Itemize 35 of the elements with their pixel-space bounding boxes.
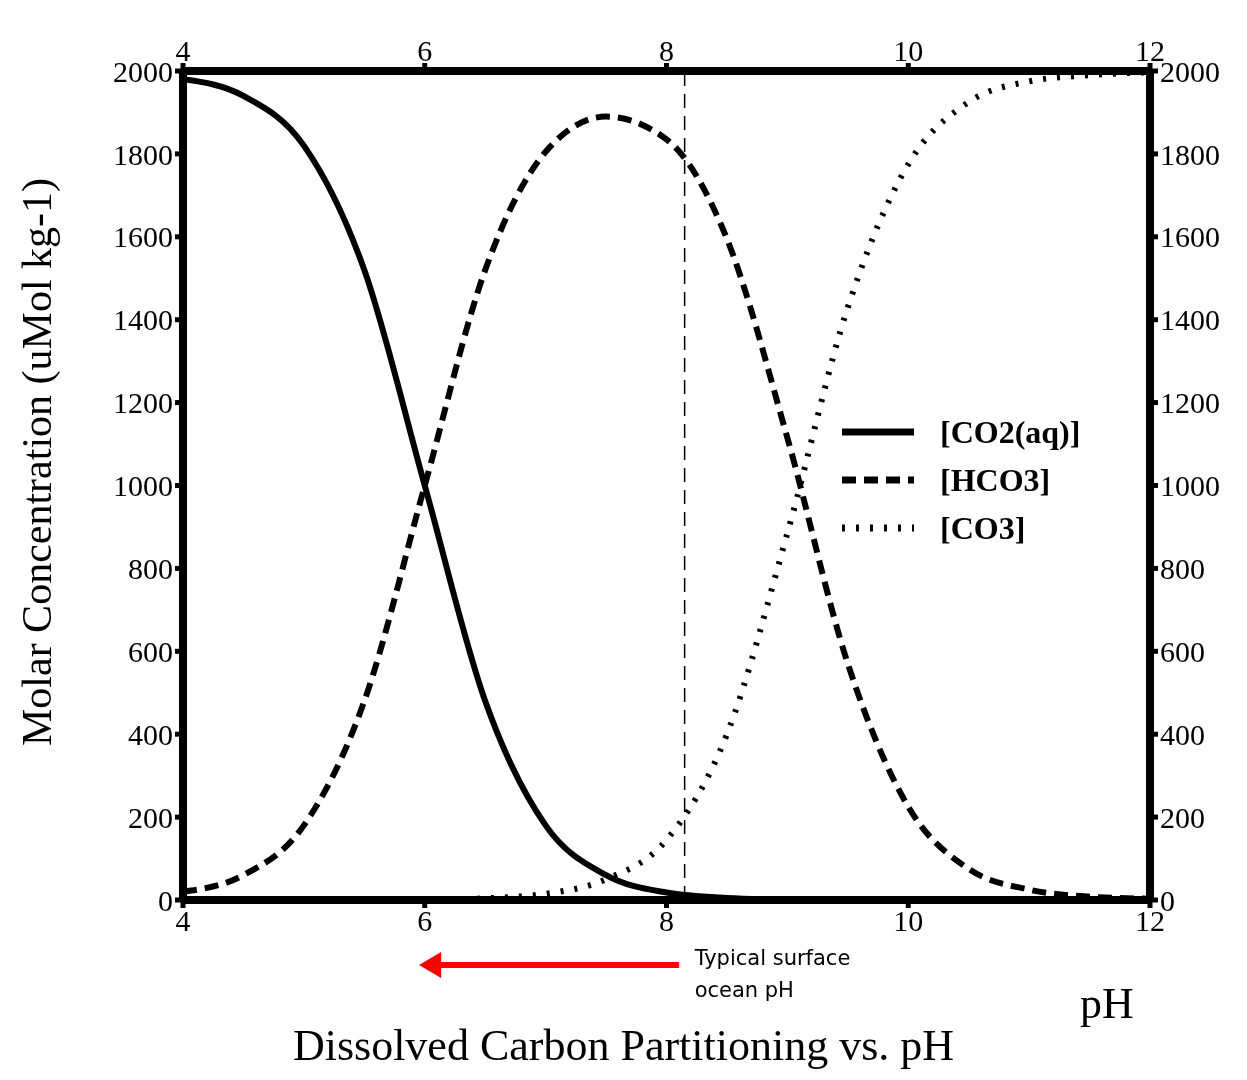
x-tick-label: 6: [417, 34, 433, 67]
x-axis-title: pH: [1080, 978, 1134, 1029]
y-tick-label: 200: [128, 800, 173, 834]
ref-line-label: Typical surface ocean pH: [694, 945, 852, 1004]
y-tick-label: 1400: [113, 303, 173, 337]
x-tick-label: 10: [893, 34, 924, 67]
y-tick-label: 2000: [113, 54, 173, 88]
x-tick-label: 8: [659, 34, 674, 67]
y-tick-label: 400: [128, 717, 173, 751]
y-tick-label: 1800: [113, 137, 173, 171]
y2-tick-label: 1200: [1160, 386, 1220, 420]
y-tick-label: 1600: [113, 220, 173, 254]
y-tick-label: 600: [128, 634, 173, 668]
y2-tick-label: 1600: [1160, 220, 1220, 254]
y2-tick-label: 600: [1160, 634, 1205, 668]
y-tick-label: 0: [158, 883, 173, 917]
y2-tick-label: 800: [1160, 552, 1205, 586]
y-axis-title: Molar Concentration (uMol kg-1): [13, 177, 61, 746]
y2-tick-label: 400: [1160, 717, 1205, 751]
legend-label: [HCO3]: [940, 461, 1051, 499]
y2-tick-label: 200: [1160, 800, 1205, 834]
y2-tick-label: 1800: [1160, 137, 1220, 171]
x-tick-label: 4: [175, 34, 191, 67]
y2-tick-label: 1000: [1160, 469, 1220, 503]
x2-tick-label: 4: [175, 904, 191, 938]
legend-label: [CO2(aq)]: [940, 413, 1081, 451]
x2-tick-label: 10: [893, 904, 924, 938]
y2-tick-label: 1400: [1160, 303, 1220, 337]
legend-label: [CO3]: [940, 509, 1026, 547]
text: Dissolved Carbon Partitioning vs. pH: [292, 1021, 955, 1070]
x2-tick-label: 8: [659, 904, 674, 938]
x2-tick-label: 6: [417, 904, 433, 938]
y-tick-label: 800: [128, 552, 173, 586]
y-tick-label: 1000: [113, 469, 173, 503]
y-tick-label: 1200: [113, 386, 173, 420]
